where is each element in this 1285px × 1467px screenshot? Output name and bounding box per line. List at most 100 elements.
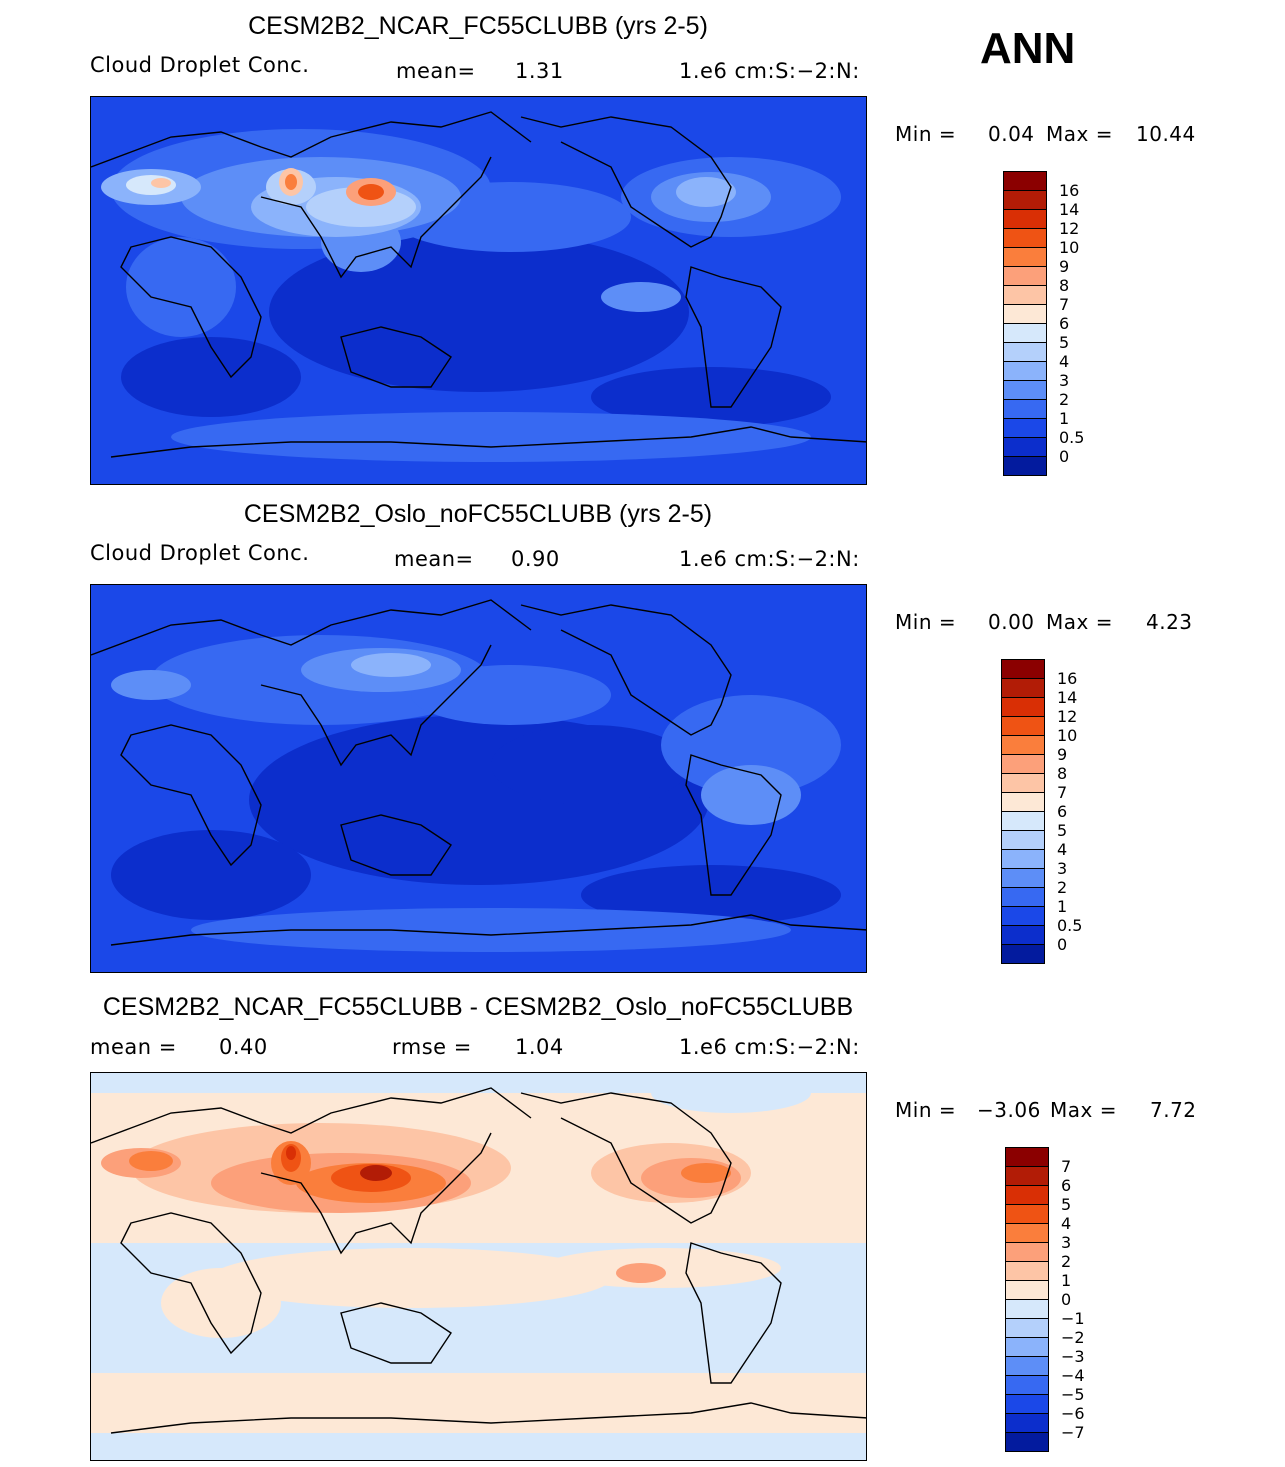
panel1-max-label: Max = [1046, 122, 1113, 146]
colorbar-label: 3 [1061, 1233, 1072, 1252]
colorbar-swatch [1005, 1147, 1049, 1167]
panel3-stat2-value: 1.04 [515, 1035, 564, 1059]
colorbar-label: 6 [1059, 314, 1070, 333]
panel2-max-label: Max = [1046, 610, 1113, 634]
panel3-units: 1.e6 cm:S:−2:N: [679, 1035, 860, 1059]
colorbar-swatch [1005, 1204, 1049, 1224]
colorbar-label: 5 [1061, 1195, 1072, 1214]
panel2-stat-value: 0.90 [511, 547, 560, 571]
colorbar-swatch [1005, 1356, 1049, 1376]
colorbar-swatch [1005, 1185, 1049, 1205]
colorbar-label: 5 [1057, 821, 1068, 840]
colorbar-swatch [1003, 323, 1047, 343]
colorbar-swatch [1005, 1375, 1049, 1395]
panel3-contours [91, 1073, 866, 1433]
panel2-min-label: Min = [895, 610, 957, 634]
colorbar-label: 1 [1057, 897, 1068, 916]
panel3-stat-label: mean = [90, 1035, 177, 1059]
colorbar-swatch [1005, 1413, 1049, 1433]
colorbar-label: 3 [1059, 371, 1070, 390]
colorbar-swatch [1001, 830, 1045, 850]
colorbar-label: 5 [1059, 333, 1070, 352]
colorbar-label: 0 [1057, 935, 1068, 954]
panel1-title: CESM2B2_NCAR_FC55CLUBB (yrs 2-5) [248, 12, 708, 40]
panel2-coastlines [91, 599, 866, 946]
colorbar-label: 0.5 [1057, 916, 1083, 935]
panel3-map [90, 1072, 867, 1461]
colorbar-swatch [1005, 1223, 1049, 1243]
colorbar-swatch [1001, 735, 1045, 755]
colorbar-swatch [1001, 716, 1045, 736]
colorbar-label: 6 [1057, 802, 1068, 821]
season-label: ANN [980, 24, 1076, 73]
colorbar-swatch [1001, 887, 1045, 907]
colorbar-label: 10 [1059, 238, 1080, 257]
colorbar-label: 7 [1057, 783, 1068, 802]
panel2-variable: Cloud Droplet Conc. [90, 541, 310, 565]
colorbar-swatch [1005, 1394, 1049, 1414]
panel2-map [90, 584, 867, 973]
panel3-colorbar: 7 6 5 4 3 2 1 0 −1 −2 −3 −4 −5 −6 −7 [1005, 1147, 1105, 1452]
colorbar-label: 12 [1057, 707, 1078, 726]
panel1-min-value: 0.04 [988, 122, 1035, 146]
panel1-units: 1.e6 cm:S:−2:N: [679, 59, 860, 83]
colorbar-swatch [1003, 285, 1047, 305]
panel3-stat2-label: rmse = [392, 1035, 472, 1059]
panel1-min-label: Min = [895, 122, 957, 146]
colorbar-swatch [1001, 773, 1045, 793]
colorbar-label: −2 [1061, 1328, 1085, 1347]
colorbar-swatch [1001, 659, 1045, 679]
colorbar-swatch [1003, 228, 1047, 248]
colorbar-swatch [1001, 925, 1045, 945]
colorbar-swatch [1003, 171, 1047, 191]
colorbar-label: 16 [1059, 181, 1080, 200]
panel3-coastlines [91, 1087, 866, 1434]
colorbar-label: 4 [1057, 840, 1068, 859]
colorbar-swatch [1005, 1261, 1049, 1281]
colorbar-label: 2 [1059, 390, 1070, 409]
colorbar-swatch [1005, 1318, 1049, 1338]
colorbar-label: 8 [1059, 276, 1070, 295]
colorbar-swatch [1005, 1432, 1049, 1452]
panel3-min-value: −3.06 [977, 1098, 1041, 1122]
panel2-stat-label: mean= [394, 547, 474, 571]
panel1-stat-label: mean= [396, 59, 476, 83]
colorbar-label: −1 [1061, 1309, 1085, 1328]
colorbar-swatch [1001, 811, 1045, 831]
panel2-units: 1.e6 cm:S:−2:N: [679, 547, 860, 571]
panel2-title: CESM2B2_Oslo_noFC55CLUBB (yrs 2-5) [243, 500, 713, 528]
colorbar-label: 2 [1057, 878, 1068, 897]
colorbar-swatch [1003, 304, 1047, 324]
colorbar-label: 6 [1061, 1176, 1072, 1195]
panel1-coastlines [91, 111, 866, 458]
panel3-min-label: Min = [895, 1098, 957, 1122]
colorbar-label: 12 [1059, 219, 1080, 238]
colorbar-label: 1 [1061, 1271, 1072, 1290]
colorbar-swatch [1003, 456, 1047, 476]
panel1-variable: Cloud Droplet Conc. [90, 53, 310, 77]
colorbar-label: 0 [1061, 1290, 1072, 1309]
colorbar-swatch [1001, 868, 1045, 888]
colorbar-swatch [1003, 399, 1047, 419]
colorbar-label: 9 [1057, 745, 1068, 764]
colorbar-label: 14 [1059, 200, 1080, 219]
panel3-max-label: Max = [1050, 1098, 1117, 1122]
panel1-max-value: 10.44 [1136, 122, 1196, 146]
colorbar-label: 10 [1057, 726, 1078, 745]
colorbar-swatch [1003, 361, 1047, 381]
colorbar-label: −6 [1061, 1404, 1085, 1423]
colorbar-swatch [1001, 678, 1045, 698]
colorbar-swatch [1001, 944, 1045, 964]
colorbar-label: 4 [1061, 1214, 1072, 1233]
panel2-max-value: 4.23 [1146, 610, 1193, 634]
panel1-map [90, 96, 867, 485]
panel2-contours [111, 635, 841, 952]
colorbar-label: 9 [1059, 257, 1070, 276]
colorbar-swatch [1003, 209, 1047, 229]
colorbar-label: 0.5 [1059, 428, 1085, 447]
colorbar-label: 4 [1059, 352, 1070, 371]
colorbar-label: −5 [1061, 1385, 1085, 1404]
colorbar-label: 1 [1059, 409, 1070, 428]
colorbar-swatch [1001, 906, 1045, 926]
panel1-contours [101, 129, 841, 462]
